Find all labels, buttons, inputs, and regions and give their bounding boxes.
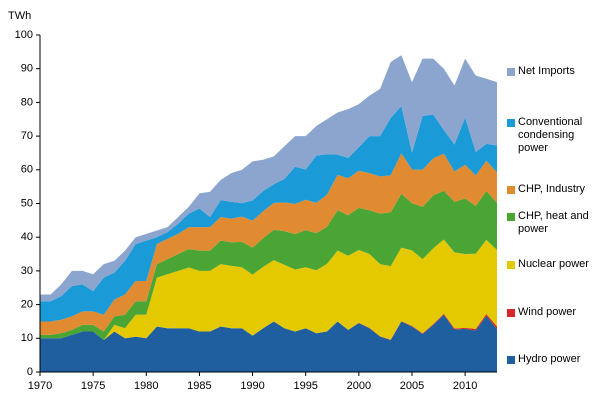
y-tick-label: 80 <box>21 96 33 108</box>
area <box>40 153 497 335</box>
x-tick-label: 1980 <box>134 380 158 392</box>
legend-label: Net Imports <box>518 65 575 77</box>
legend-swatch <box>507 186 515 194</box>
y-tick-label: 100 <box>15 29 33 41</box>
y-tick-label: 60 <box>21 164 33 176</box>
x-tick-label: 1970 <box>28 380 52 392</box>
y-tick-label: 70 <box>21 130 33 142</box>
y-tick-label: 50 <box>21 197 33 209</box>
legend-swatch <box>507 309 515 317</box>
legend-swatch <box>507 119 515 127</box>
x-tick-label: 2005 <box>400 380 424 392</box>
legend-label: CHP, heat and power <box>518 210 589 235</box>
legend-swatch <box>507 261 515 269</box>
x-tick-label: 1985 <box>187 380 211 392</box>
y-tick-label: 90 <box>21 63 33 75</box>
legend-label: Conventional condensing power <box>518 116 583 154</box>
legend-label: Wind power <box>518 306 577 318</box>
legend-swatch <box>507 213 515 221</box>
x-tick-label: 2000 <box>347 380 371 392</box>
legend-swatch <box>507 356 515 364</box>
legend-swatch <box>507 68 515 76</box>
area <box>40 314 497 372</box>
area <box>40 239 497 340</box>
legend-label: CHP, Industry <box>518 183 586 195</box>
y-tick-label: 0 <box>27 366 33 378</box>
y-tick-label: 40 <box>21 231 33 243</box>
y-axis-unit: TWh <box>8 10 31 22</box>
area <box>40 106 497 322</box>
x-tick-label: 2010 <box>453 380 477 392</box>
x-tick-label: 1990 <box>240 380 264 392</box>
y-tick-label: 10 <box>21 332 33 344</box>
y-tick-label: 20 <box>21 299 33 311</box>
legend-label: Nuclear power <box>518 258 589 270</box>
area <box>40 190 497 340</box>
x-tick-label: 1995 <box>293 380 317 392</box>
area <box>40 55 497 302</box>
legend-label: Hydro power <box>518 353 581 365</box>
y-tick-label: 30 <box>21 265 33 277</box>
x-tick-label: 1975 <box>81 380 105 392</box>
